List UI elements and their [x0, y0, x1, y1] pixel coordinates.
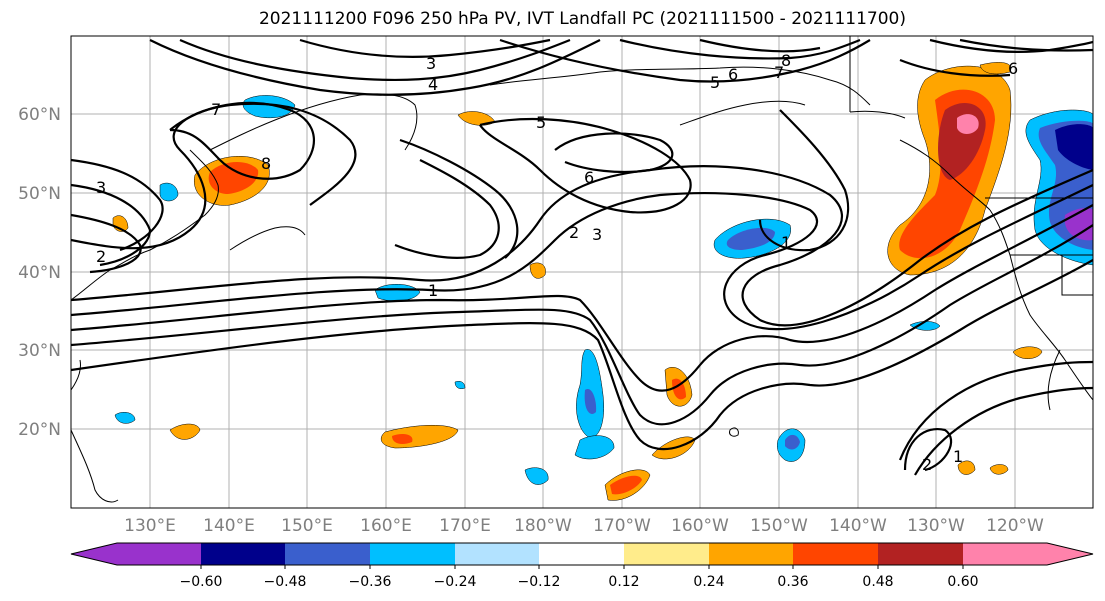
colorbar-swatch	[539, 543, 624, 565]
contour-label: 6	[728, 65, 738, 84]
lon-label: 170°E	[439, 516, 491, 536]
lon-label: 130°W	[907, 516, 965, 536]
lat-label: 40°N	[18, 263, 61, 283]
lon-label: 180°W	[514, 516, 572, 536]
colorbar-swatch	[624, 543, 709, 565]
lon-label: 130°E	[124, 516, 176, 536]
colorbar-tick-label: −0.24	[434, 574, 477, 590]
colorbar-tick-labels: −0.60 −0.48 −0.36 −0.24 −0.12 0.12 0.24 …	[180, 574, 979, 590]
lon-label: 140°E	[203, 516, 255, 536]
map-frame	[70, 35, 1094, 509]
contour-label: 3	[96, 178, 106, 197]
colorbar-tick-label: −0.48	[264, 574, 307, 590]
colorbar-tick-label: −0.60	[180, 574, 223, 590]
longitude-labels: 130°E 140°E 150°E 160°E 170°E 180°W 170°…	[124, 516, 1044, 536]
lat-label: 60°N	[18, 105, 61, 125]
colorbar-ticks	[200, 565, 964, 569]
contour-label: 1	[781, 233, 791, 252]
contour-label: 8	[261, 154, 271, 173]
contour-label: 1	[953, 447, 963, 466]
contour-label: 2	[569, 223, 579, 242]
colorbar-tick-label: −0.36	[349, 574, 392, 590]
contour-label: 2	[96, 247, 106, 266]
contour-label: 3	[426, 54, 436, 73]
contour-label: 2	[922, 455, 932, 474]
lon-label: 150°W	[750, 516, 808, 536]
contour-label: 5	[536, 113, 546, 132]
colorbar-tick-label: 0.36	[777, 574, 808, 590]
pv-contours	[71, 38, 1093, 476]
contour-labels: 3 4 5 6 7 8 5 6 7 8 3 2 2 3 1 1 6 1 2	[96, 51, 1018, 474]
colorbar-tick-label: 0.24	[693, 574, 724, 590]
colorbar-swatch	[455, 543, 539, 565]
colorbar-tick-label: 0.12	[608, 574, 639, 590]
contour-label: 7	[211, 100, 221, 119]
contour-label: 3	[592, 225, 602, 244]
contour-label: 4	[428, 75, 438, 94]
colorbar-tick-label: −0.12	[518, 574, 561, 590]
colorbar-swatch	[793, 543, 878, 565]
lon-label: 160°E	[360, 516, 412, 536]
lon-label: 170°W	[593, 516, 651, 536]
colorbar-swatch	[201, 543, 285, 565]
map-title: 2021111200 F096 250 hPa PV, IVT Landfall…	[258, 9, 906, 29]
lon-label: 120°W	[986, 516, 1044, 536]
coastlines	[71, 36, 1093, 503]
colorbar-swatch	[71, 543, 201, 565]
latitude-labels: 60°N 50°N 40°N 30°N 20°N	[18, 105, 61, 440]
colorbar-tick-label: 0.60	[947, 574, 978, 590]
contour-label: 5	[710, 73, 720, 92]
colorbar-swatch	[963, 543, 1093, 565]
lon-label: 140°W	[829, 516, 887, 536]
contour-label: 6	[1008, 59, 1018, 78]
lat-label: 20°N	[18, 420, 61, 440]
colorbar-tick-label: 0.48	[862, 574, 893, 590]
lon-label: 150°E	[281, 516, 333, 536]
colorbar-outline	[70, 542, 1094, 566]
contour-label: 6	[584, 168, 594, 187]
lat-label: 30°N	[18, 341, 61, 361]
colorbar-swatches	[71, 543, 1093, 565]
colorbar-swatch	[709, 543, 793, 565]
contour-label: 7	[774, 63, 784, 82]
colorbar: −0.60 −0.48 −0.36 −0.24 −0.12 0.12 0.24 …	[70, 542, 1094, 590]
colorbar-swatch	[285, 543, 370, 565]
contour-label: 8	[781, 51, 791, 70]
lon-label: 160°W	[671, 516, 729, 536]
contour-label: 1	[428, 281, 438, 300]
colorbar-swatch	[878, 543, 963, 565]
colorbar-swatch	[370, 543, 455, 565]
lat-label: 50°N	[18, 184, 61, 204]
